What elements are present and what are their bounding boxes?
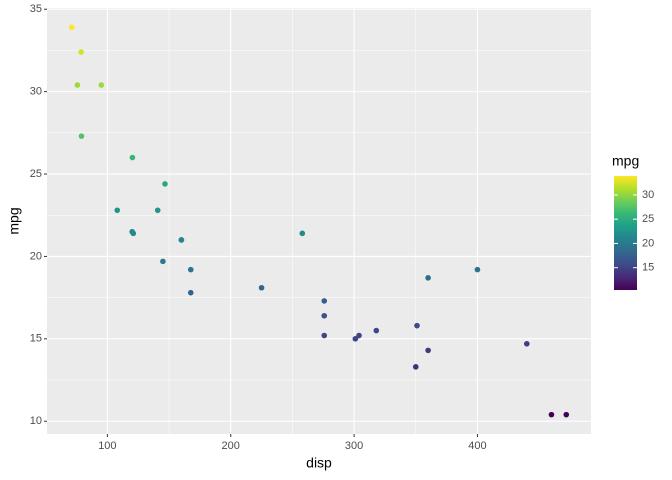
point (258, 284, 265, 291)
y-tick-label: 20 (30, 250, 42, 262)
point (425, 275, 431, 281)
point (154, 207, 161, 214)
point (78, 133, 85, 139)
x-tick-label: 200 (222, 440, 240, 452)
y-tick-label: 10 (30, 415, 42, 427)
legend-title: mpg (612, 153, 639, 169)
point (74, 82, 81, 88)
colorbar-label: 20 (642, 237, 654, 249)
colorbar-label: 30 (642, 189, 654, 201)
point (321, 312, 328, 319)
point (162, 181, 168, 187)
point (299, 230, 306, 237)
point (130, 230, 137, 237)
y-tick-label: 35 (30, 3, 42, 15)
point (414, 322, 420, 329)
y-axis-title: mpg (6, 207, 22, 234)
colorbar (614, 176, 637, 290)
point (178, 237, 185, 243)
point (356, 332, 362, 339)
point (425, 347, 431, 354)
point (373, 327, 380, 334)
colorbar-label: 25 (642, 213, 654, 225)
point (352, 336, 359, 342)
point (160, 258, 166, 265)
point (548, 411, 555, 418)
panel (47, 8, 591, 434)
point (68, 24, 75, 31)
point (474, 266, 481, 273)
point (523, 340, 530, 347)
y-tick-label: 30 (30, 86, 42, 98)
y-tick-label: 15 (30, 333, 42, 345)
point (563, 411, 570, 418)
colorbar-label: 15 (642, 262, 654, 274)
point (98, 82, 105, 88)
point (321, 298, 328, 304)
point (187, 266, 194, 273)
point (321, 332, 328, 339)
point (114, 207, 121, 214)
point (187, 289, 194, 296)
y-tick-label: 25 (30, 168, 42, 180)
point (78, 49, 84, 55)
x-axis-title: disp (306, 455, 332, 471)
x-tick-label: 400 (468, 440, 486, 452)
point (412, 364, 419, 370)
x-tick-label: 100 (98, 440, 116, 452)
x-tick-label: 300 (345, 440, 363, 452)
point (129, 154, 136, 161)
